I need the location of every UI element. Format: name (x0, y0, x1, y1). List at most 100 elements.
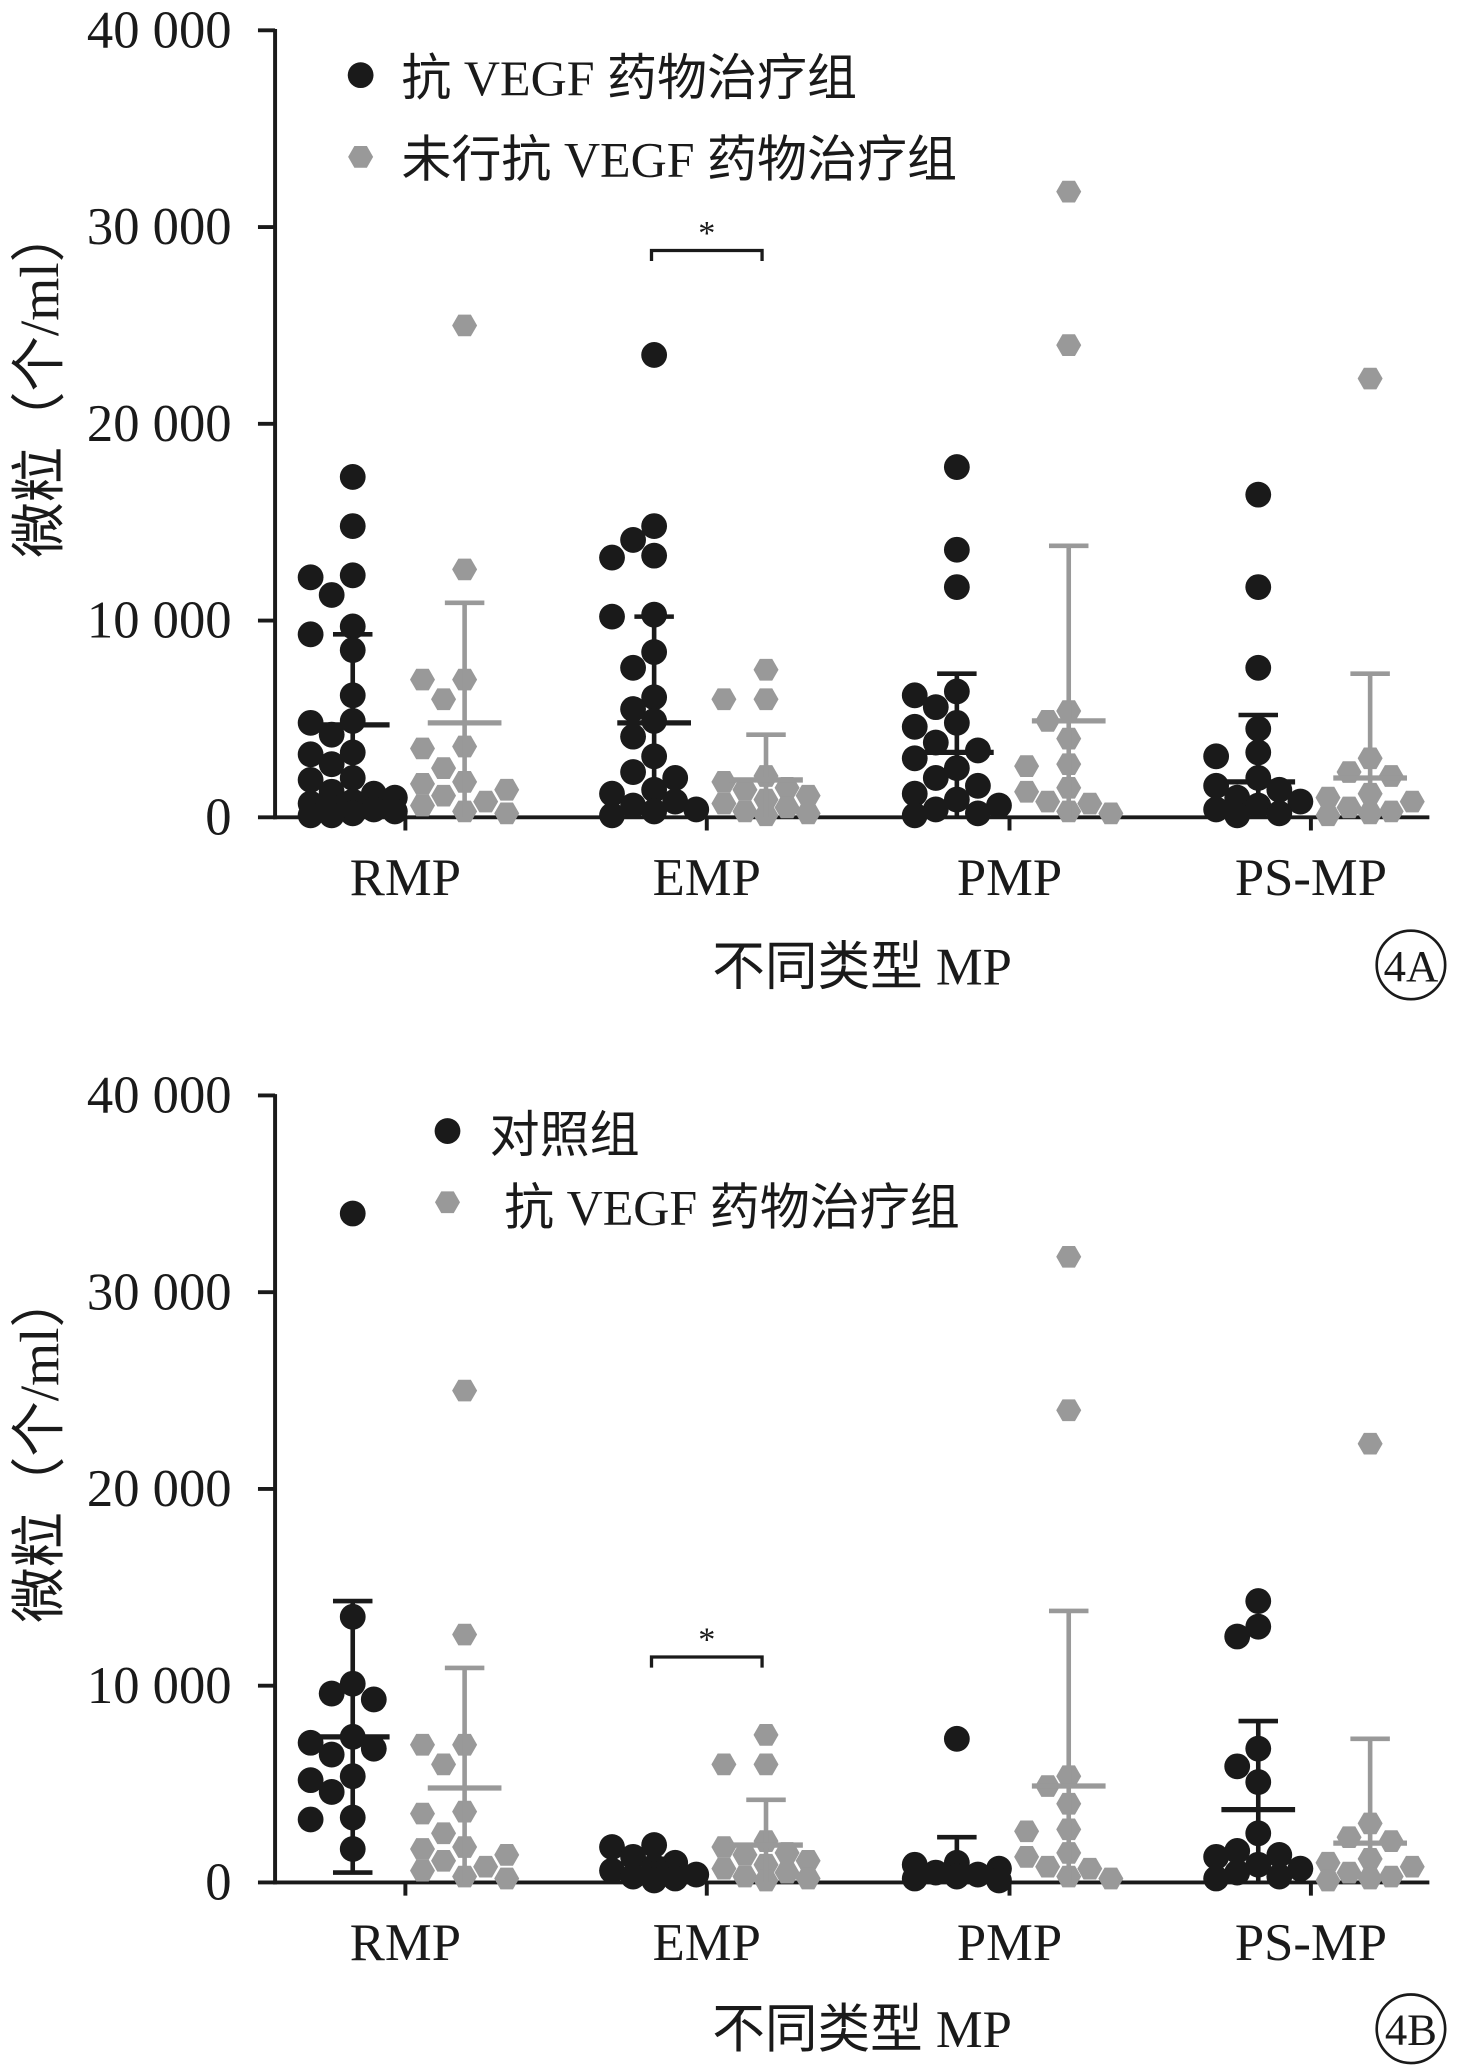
data-point (599, 802, 625, 829)
data-point (1315, 786, 1341, 809)
data-point (732, 1844, 758, 1866)
data-point (641, 513, 668, 540)
data-point (1315, 804, 1341, 827)
data-point (1203, 1843, 1230, 1870)
data-point (732, 778, 758, 801)
significance-bracket (649, 248, 764, 262)
data-point (986, 792, 1012, 819)
y-tick-label: 20 000 (87, 1460, 232, 1518)
y-tick-label: 30 000 (87, 198, 232, 256)
series-gray (409, 1245, 1425, 1892)
data-point (494, 1844, 520, 1866)
data-point (599, 1857, 625, 1884)
data-point (339, 562, 366, 589)
data-point (922, 796, 949, 823)
data-point (922, 694, 949, 721)
data-point (339, 513, 366, 540)
x-tick-label: RMP (350, 1914, 461, 1972)
data-point (494, 1867, 520, 1890)
data-point (297, 767, 324, 793)
data-point (620, 696, 646, 723)
data-point (1203, 796, 1230, 823)
data-point (409, 668, 435, 691)
data-point (318, 1741, 345, 1768)
data-point (1077, 1857, 1103, 1880)
panel-4A: 0 10 000 20 000 30 000 40 000 RMP EMP PMP PS-MP 不… (9, 1, 1447, 1001)
y-axis-title: 微粒（个/ml） (9, 207, 70, 558)
data-point (297, 1767, 324, 1794)
data-point (1336, 796, 1362, 819)
data-point (1056, 1399, 1082, 1422)
data-point (452, 1379, 478, 1402)
data-point (711, 1857, 737, 1880)
data-point (318, 1779, 345, 1805)
data-point (1266, 1863, 1293, 1890)
data-point (1245, 481, 1272, 508)
data-point (318, 751, 345, 778)
data-point (409, 1733, 435, 1756)
data-point (711, 792, 737, 815)
data-point (297, 709, 324, 736)
data-point (409, 737, 435, 760)
data-point (599, 780, 625, 807)
legend-marker-circle-icon (434, 1118, 461, 1144)
data-point (409, 1859, 435, 1882)
x-tick-label: PS-MP (1235, 849, 1387, 907)
data-point (711, 1836, 737, 1858)
data-point (360, 1735, 387, 1762)
panel-label: 4A (1384, 941, 1439, 991)
data-point (1224, 1838, 1251, 1864)
data-point (620, 723, 646, 750)
x-axis-title: 不同类型 MP (712, 939, 1012, 997)
y-tick-label: 0 (205, 788, 231, 846)
data-point (1378, 1865, 1404, 1888)
data-point (599, 544, 625, 571)
data-point (683, 796, 710, 823)
data-point (1056, 334, 1082, 356)
data-point (431, 784, 457, 807)
y-tick-label: 0 (205, 1854, 231, 1912)
data-point (1056, 180, 1082, 203)
legend-label: 抗 VEGF 药物治疗组 (504, 1180, 960, 1236)
data-point (494, 778, 520, 801)
y-tick-label: 10 000 (87, 592, 232, 650)
data-point (986, 1867, 1012, 1894)
data-point (1266, 800, 1293, 827)
data-point (1224, 802, 1251, 829)
data-point (795, 802, 821, 825)
data-point (1287, 1855, 1314, 1882)
data-point (662, 788, 689, 815)
data-point (732, 1865, 758, 1888)
significance-label: * (698, 214, 715, 252)
data-point (1035, 790, 1061, 813)
data-point (409, 773, 435, 795)
legend-label: 对照组 (490, 1107, 640, 1163)
y-tick-label: 40 000 (87, 1, 232, 59)
data-point (711, 1753, 737, 1776)
data-point (599, 1834, 625, 1860)
panel-badge-circle (1375, 1993, 1447, 2065)
legend-label: 未行抗 VEGF 药物治疗组 (401, 132, 957, 188)
data-point (1014, 1820, 1040, 1843)
data-point (297, 741, 324, 768)
data-point (1245, 574, 1272, 601)
data-point (1098, 1867, 1124, 1890)
significance-bracket (649, 1655, 764, 1668)
data-point (1245, 654, 1272, 681)
data-point (431, 1822, 457, 1845)
data-point (297, 564, 324, 591)
y-tick-label: 20 000 (87, 395, 232, 453)
x-tick-label: PMP (957, 849, 1062, 907)
panel-badge-circle (1375, 929, 1447, 1001)
data-point (922, 765, 949, 791)
data-point (1399, 790, 1425, 813)
data-point (1098, 802, 1124, 825)
data-point (409, 794, 435, 817)
data-point (901, 713, 928, 740)
data-point (662, 765, 689, 791)
data-point (753, 1753, 779, 1776)
panel-4B: 0 10 000 20 000 30 000 40 000 RMP EMP PMP PS-MP 不… (9, 1067, 1447, 2065)
data-point (409, 1802, 435, 1825)
data-point (318, 802, 345, 829)
